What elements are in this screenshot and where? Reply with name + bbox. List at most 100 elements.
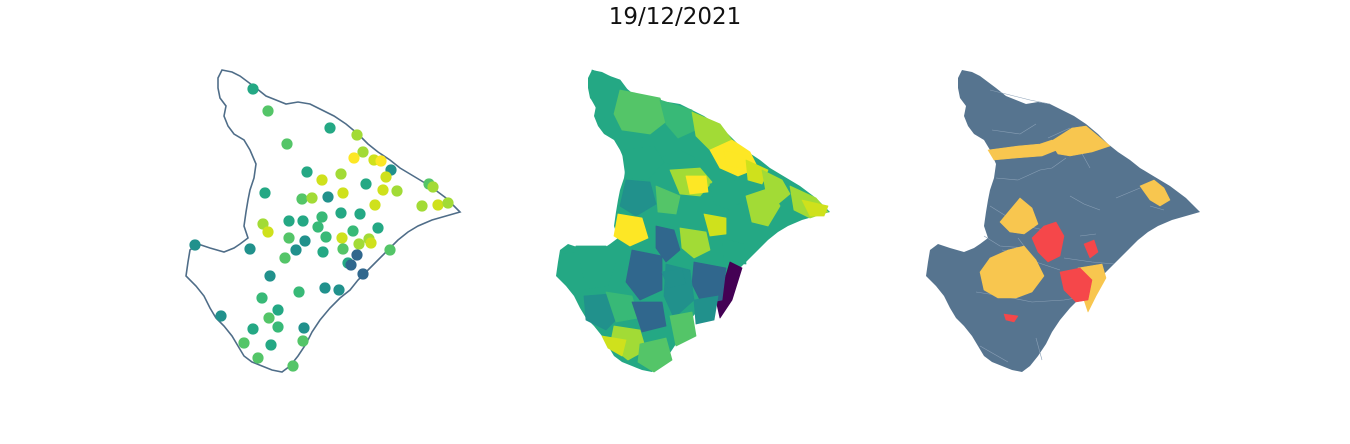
panel-category-highlight	[926, 70, 1200, 372]
station-point	[259, 187, 271, 199]
municipality-boundary	[1069, 195, 1101, 211]
station-point	[360, 178, 372, 190]
station-point	[336, 232, 348, 244]
municipality-region	[703, 213, 727, 237]
municipality-boundary	[1035, 337, 1043, 361]
region-highlight-yellow	[1139, 179, 1171, 207]
station-point	[384, 244, 396, 256]
station-point	[377, 184, 389, 196]
station-point	[369, 199, 381, 211]
municipality-region	[693, 295, 719, 325]
station-point	[283, 215, 295, 227]
station-point	[287, 360, 299, 372]
municipality-region	[659, 99, 701, 139]
region-highlight-red	[1003, 313, 1019, 323]
station-point	[337, 243, 349, 255]
station-point	[322, 191, 334, 203]
station-point	[372, 222, 384, 234]
station-point	[279, 252, 291, 264]
municipality-region	[721, 237, 747, 265]
station-point	[189, 239, 201, 251]
station-point	[296, 193, 308, 205]
station-point	[298, 322, 310, 334]
station-point	[432, 199, 444, 211]
municipality-region	[655, 149, 697, 169]
station-point	[375, 155, 387, 167]
station-point	[247, 323, 259, 335]
station-point	[335, 207, 347, 219]
figure-title: 19/12/2021	[608, 4, 742, 30]
municipality-region	[631, 301, 667, 333]
municipality-boundary	[1063, 257, 1115, 265]
municipality-region	[619, 179, 657, 217]
station-point	[301, 166, 313, 178]
municipality-boundary	[1039, 157, 1067, 171]
station-point	[319, 282, 331, 294]
station-point	[264, 270, 276, 282]
station-point	[262, 105, 274, 117]
region-highlight-yellow	[999, 197, 1039, 235]
municipality-region	[613, 89, 669, 135]
station-point	[316, 174, 328, 186]
municipality-region	[655, 225, 681, 263]
station-point	[351, 129, 363, 141]
station-point	[312, 221, 324, 233]
station-point	[333, 284, 345, 296]
station-point	[324, 122, 336, 134]
station-point	[380, 171, 392, 183]
municipality-boundary	[979, 345, 1009, 363]
station-point	[272, 304, 284, 316]
panel-station-points	[185, 69, 461, 373]
station-point	[391, 185, 403, 197]
station-point	[345, 259, 357, 271]
municipality-region	[709, 179, 747, 211]
station-point	[297, 215, 309, 227]
municipality-boundary	[1047, 127, 1071, 139]
municipality-region	[601, 335, 627, 357]
station-point	[293, 286, 305, 298]
municipality-region	[723, 149, 747, 169]
municipality-boundary	[983, 235, 1027, 249]
station-point	[247, 83, 259, 95]
municipality-region	[613, 213, 649, 247]
region-highlight-red	[1083, 239, 1099, 259]
station-point	[290, 244, 302, 256]
station-point	[351, 249, 363, 261]
municipality-region	[621, 145, 665, 181]
station-point	[348, 152, 360, 164]
station-point	[299, 235, 311, 247]
municipality-region	[557, 251, 585, 291]
municipality-region	[685, 175, 709, 195]
municipality-boundary	[1079, 233, 1097, 237]
station-point	[335, 168, 347, 180]
region-highlight-red	[1031, 221, 1065, 263]
municipality-region	[679, 227, 711, 259]
municipality-boundary	[1115, 187, 1141, 199]
station-point	[252, 352, 264, 364]
municipality-region	[661, 267, 687, 289]
station-point	[262, 226, 274, 238]
station-point	[320, 231, 332, 243]
state-fill-base	[926, 70, 1200, 372]
municipality-region	[625, 249, 663, 301]
region-highlight-yellow	[979, 245, 1045, 299]
station-point	[416, 200, 428, 212]
region-highlight-yellow	[1049, 125, 1111, 157]
station-point	[272, 321, 284, 333]
municipality-region	[761, 169, 791, 205]
station-point	[281, 138, 293, 150]
station-point	[244, 243, 256, 255]
station-point	[427, 181, 439, 193]
municipality-region	[655, 185, 681, 215]
municipality-region	[669, 311, 697, 347]
station-point	[353, 238, 365, 250]
station-point	[283, 232, 295, 244]
station-point	[215, 310, 227, 322]
station-point	[263, 312, 275, 324]
municipality-boundary	[991, 123, 1037, 135]
panel-municipality-choropleth	[556, 69, 830, 373]
station-point	[354, 208, 366, 220]
station-point	[238, 337, 250, 349]
station-point	[337, 187, 349, 199]
